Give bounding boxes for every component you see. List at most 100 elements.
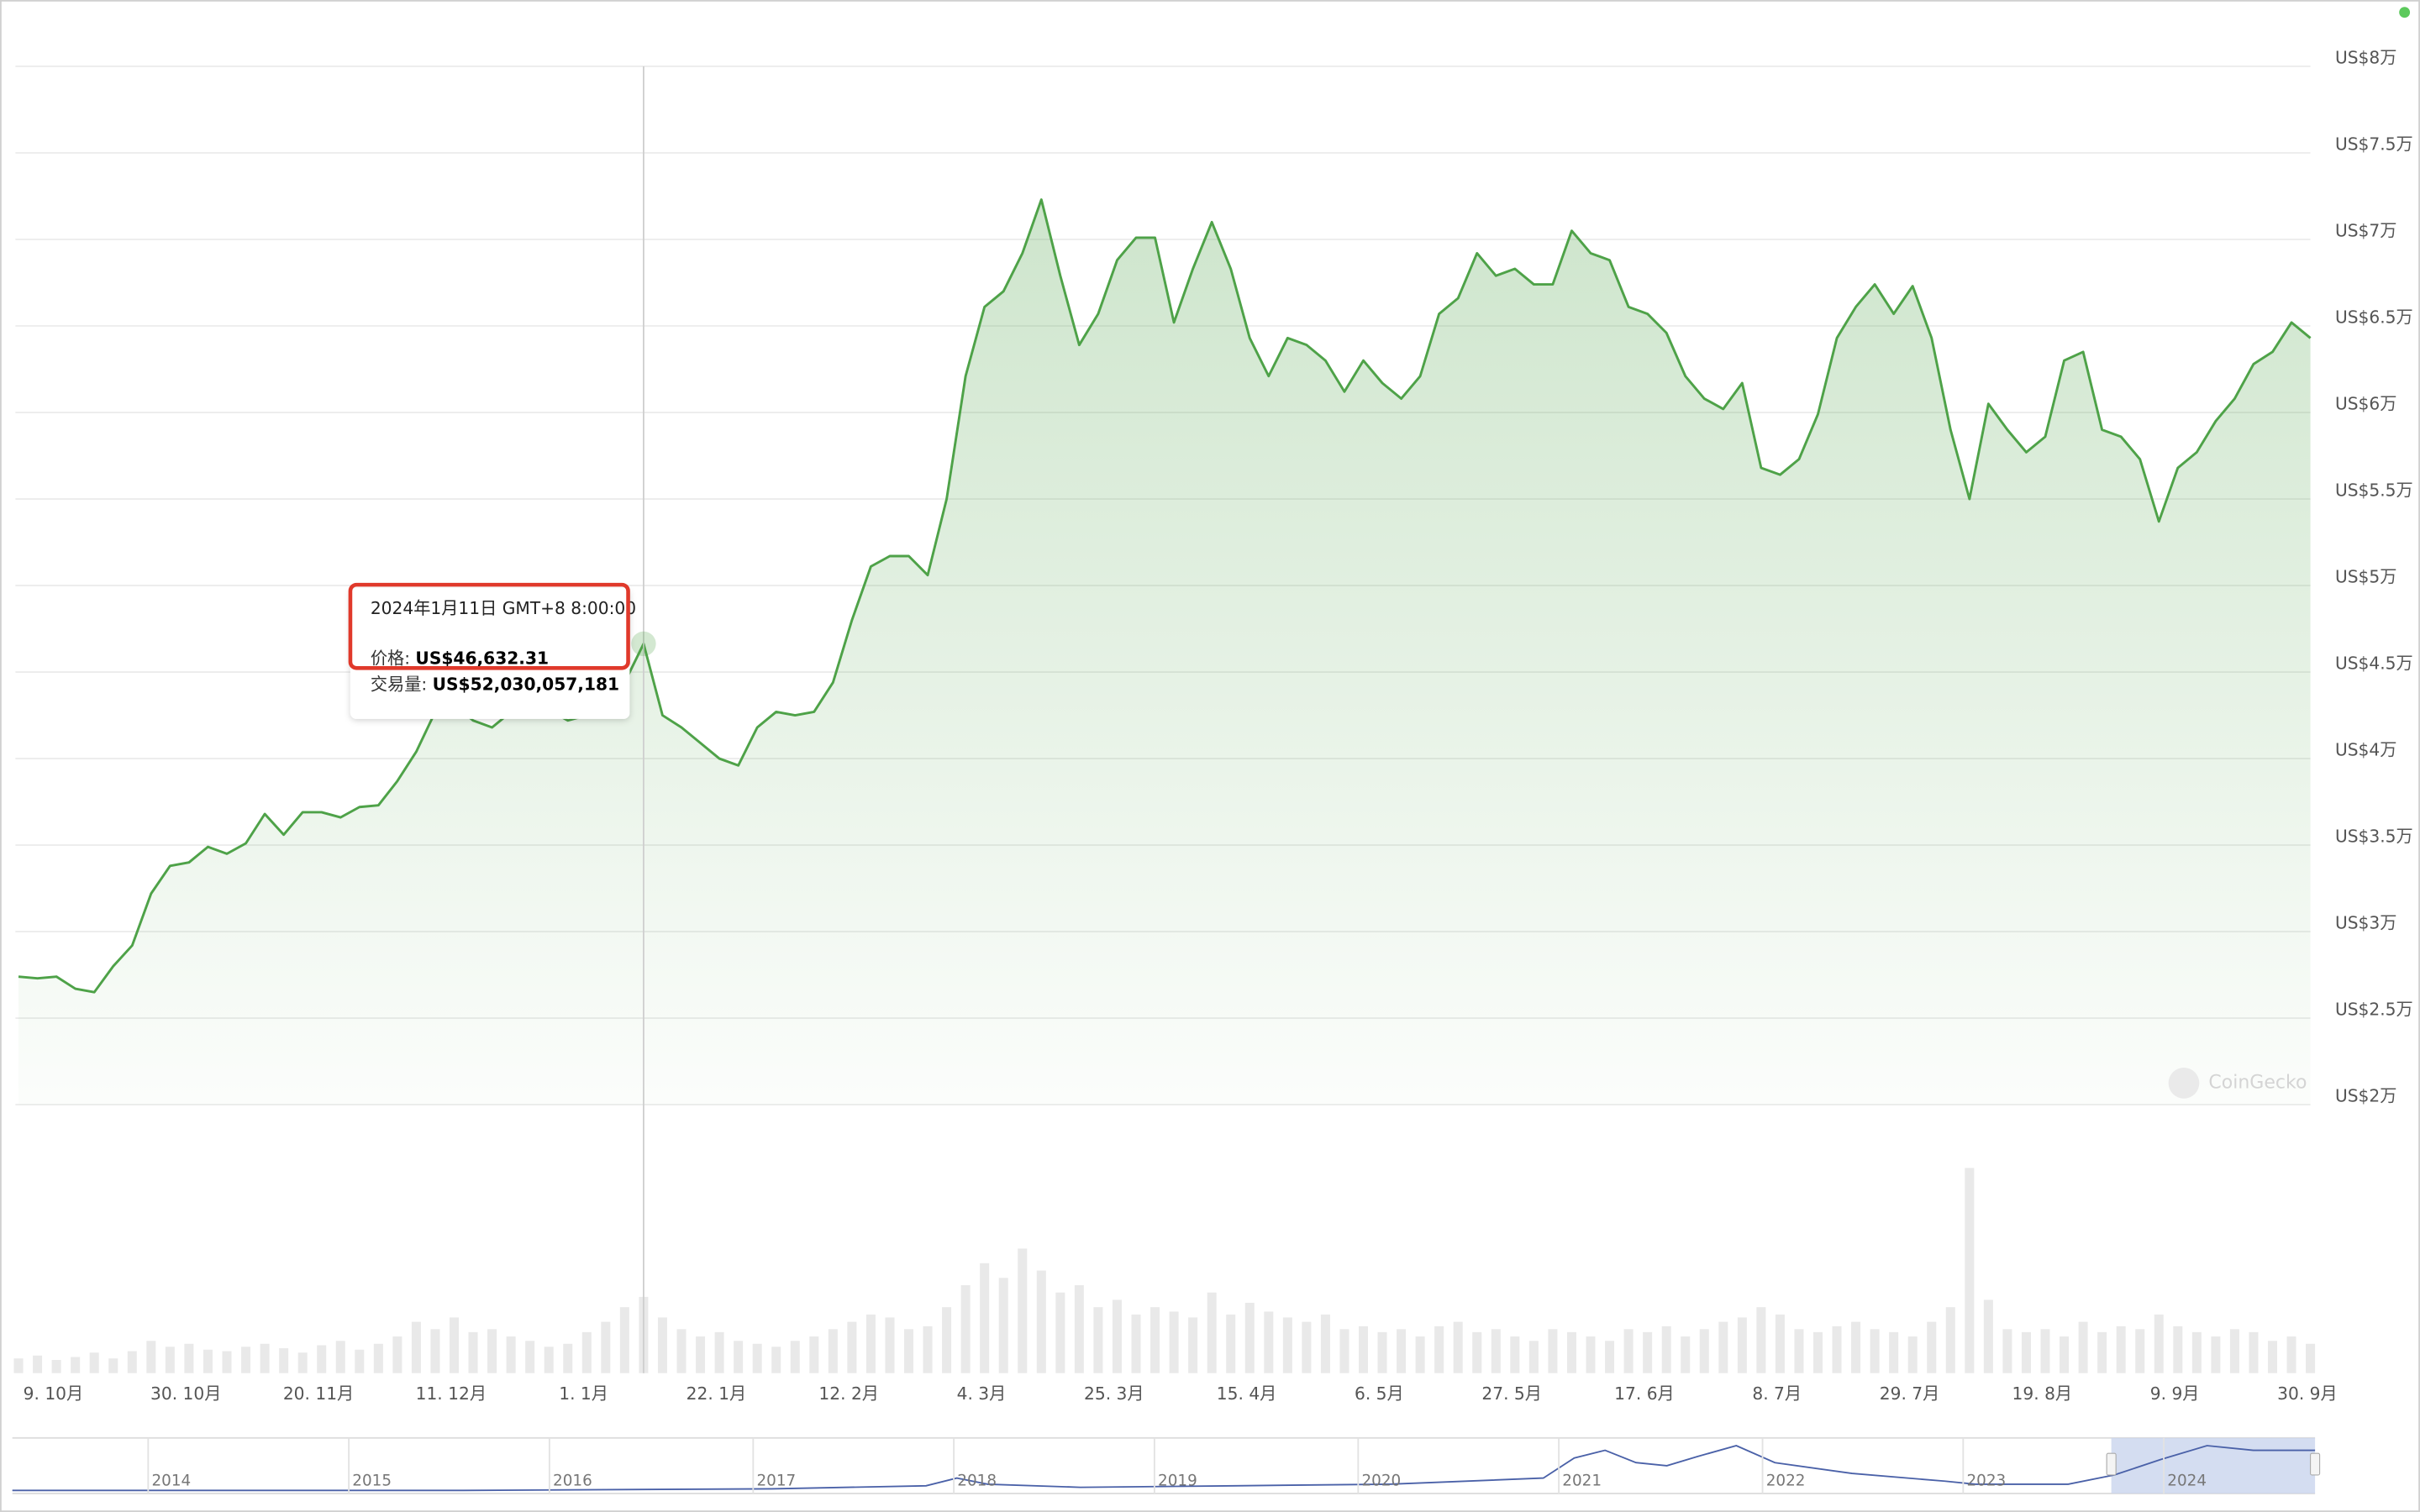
volume-bar: [1397, 1329, 1407, 1373]
volume-bar: [2306, 1343, 2316, 1373]
volume-bar: [1605, 1341, 1615, 1373]
tooltip-price-value: US$46,632.31: [415, 648, 549, 668]
y-tick-label: US$4万: [2335, 739, 2396, 759]
y-tick-label: US$2.5万: [2335, 999, 2413, 1019]
watermark: CoinGecko: [2168, 1068, 2307, 1099]
volume-bar: [1264, 1311, 1274, 1373]
volume-bar: [923, 1326, 933, 1373]
volume-bar: [2116, 1326, 2126, 1373]
volume-bar: [790, 1341, 800, 1373]
volume-bar: [960, 1285, 971, 1373]
navigator-year: 2019: [1158, 1472, 1197, 1489]
x-tick-label: 15. 4月: [1217, 1383, 1277, 1404]
volume-bar: [1510, 1336, 1520, 1373]
volume-bar: [1965, 1168, 1975, 1373]
volume-bar: [1018, 1248, 1028, 1373]
volume-bar: [1055, 1292, 1065, 1373]
volume-bar: [203, 1349, 213, 1373]
x-tick-label: 9. 10月: [24, 1383, 84, 1404]
volume-bar: [2229, 1329, 2239, 1373]
volume-bar: [2249, 1331, 2259, 1373]
y-tick-label: US$6万: [2335, 393, 2396, 413]
volume-bar: [1643, 1331, 1653, 1373]
volume-bar: [1812, 1331, 1823, 1373]
volume-bar: [752, 1343, 762, 1373]
volume-bar: [355, 1349, 365, 1373]
volume-bar: [1150, 1307, 1160, 1373]
volume-bar: [1415, 1336, 1425, 1373]
volume-bar: [1226, 1314, 1236, 1373]
volume-bar: [1434, 1326, 1444, 1373]
x-tick-label: 4. 3月: [957, 1383, 1007, 1404]
x-tick-label: 25. 3月: [1084, 1383, 1144, 1404]
volume-bar: [165, 1347, 175, 1373]
volume-bar: [714, 1331, 724, 1373]
volume-bar: [1718, 1321, 1728, 1373]
x-tick-label: 27. 5月: [1481, 1383, 1542, 1404]
x-tick-label: 1. 1月: [559, 1383, 608, 1404]
volume-bar: [487, 1329, 497, 1373]
hover-halo: [631, 631, 656, 657]
y-tick-label: US$8万: [2335, 47, 2396, 67]
volume-bar: [1927, 1321, 1937, 1373]
x-tick-label: 22. 1月: [687, 1383, 747, 1404]
volume-bar: [1453, 1321, 1463, 1373]
y-tick-label: US$7.5万: [2335, 134, 2413, 154]
volume-bar: [1548, 1329, 1558, 1373]
volume-bar: [1244, 1302, 1255, 1373]
tooltip-volume-label: 交易量:: [371, 674, 427, 694]
volume-bar: [581, 1331, 592, 1373]
x-tick-label: 12. 2月: [818, 1383, 879, 1404]
volume-bar: [980, 1263, 990, 1373]
y-tick-label: US$2万: [2335, 1085, 2396, 1105]
volume-bar: [184, 1343, 194, 1373]
x-tick-label: 8. 7月: [1752, 1383, 1802, 1404]
tooltip-title: 2024年1月11日 GMT+8 8:00:00: [371, 598, 636, 618]
navigator-year: 2023: [1967, 1472, 2007, 1489]
y-tick-label: US$6.5万: [2335, 307, 2413, 327]
x-tick-label: 19. 8月: [2012, 1383, 2073, 1404]
plot: [18, 66, 2312, 1373]
volume-bar: [1623, 1329, 1634, 1373]
watermark-text: CoinGecko: [2208, 1072, 2307, 1093]
price-line: [18, 198, 2312, 994]
navigator: 2014 2015 2016 2017 2018 2019 2020 2021 2022 2023…: [12, 1436, 2321, 1494]
navigator-year: 2015: [352, 1472, 392, 1489]
volume-bar: [942, 1307, 952, 1373]
tooltip: 2024年1月11日 GMT+8 8:00:00 价格: US$46,632.3…: [348, 582, 636, 719]
navigator-year: 2022: [1766, 1472, 1806, 1489]
volume-bar: [885, 1317, 895, 1373]
volume-bar: [449, 1317, 460, 1373]
volume-bar: [392, 1336, 402, 1373]
navigator-year: 2018: [957, 1472, 997, 1489]
volume-bar: [1699, 1329, 1709, 1373]
tooltip-box: [350, 587, 630, 719]
volume-bar: [1358, 1326, 1369, 1373]
volume-bar: [89, 1352, 99, 1373]
volume-bar: [1775, 1314, 1785, 1373]
volume-bar: [2135, 1329, 2145, 1373]
volume-bar: [222, 1351, 232, 1373]
volume-bar: [373, 1343, 383, 1373]
navigator-year: 2020: [1362, 1472, 1402, 1489]
volume-bar: [1737, 1317, 1747, 1373]
volume-bar: [1586, 1336, 1596, 1373]
volume-bar: [657, 1317, 667, 1373]
tooltip-price: 价格: US$46,632.31: [371, 648, 549, 668]
tooltip-volume: 交易量: US$52,030,057,181: [371, 674, 619, 694]
volume-bar: [1794, 1329, 1804, 1373]
x-tick-label: 9. 9月: [2150, 1383, 2200, 1404]
volume-bar: [33, 1355, 43, 1373]
navigator-year: 2017: [757, 1472, 797, 1489]
volume-bar: [1870, 1329, 1880, 1373]
volume-bar: [1566, 1331, 1576, 1373]
volume-bar: [506, 1336, 516, 1373]
x-tick-label: 30. 10月: [150, 1383, 221, 1404]
volume-bar: [1528, 1341, 1539, 1373]
volume-bar: [108, 1358, 118, 1373]
navigator-year: 2021: [1562, 1472, 1602, 1489]
x-tick-label: 29. 7月: [1880, 1383, 1940, 1404]
y-tick-label: US$3.5万: [2335, 826, 2413, 846]
